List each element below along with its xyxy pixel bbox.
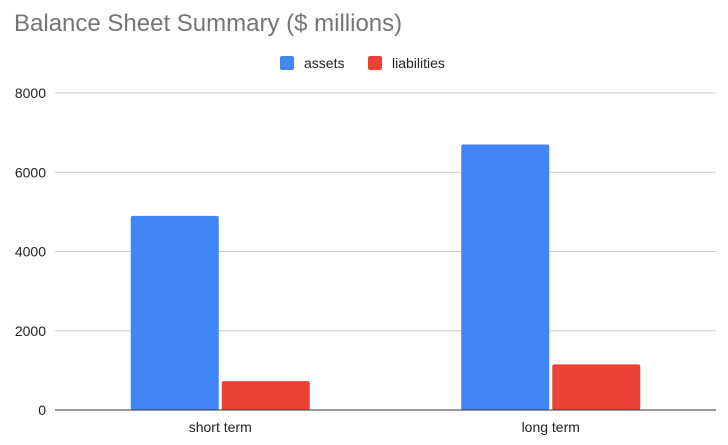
bar-liabilities-long-term	[552, 364, 641, 410]
x-category-label: short term	[189, 419, 252, 435]
y-tick-label: 2000	[15, 323, 46, 339]
chart-title: Balance Sheet Summary ($ millions)	[14, 10, 403, 37]
y-tick-label: 4000	[15, 244, 46, 260]
legend-swatch-liabilities	[368, 56, 382, 70]
legend-label-assets: assets	[304, 55, 344, 71]
legend-swatch-assets	[280, 56, 294, 70]
x-category-label: long term	[522, 419, 580, 435]
y-tick-label: 0	[38, 402, 46, 418]
y-tick-label: 8000	[15, 85, 46, 101]
bar-assets-short-term	[130, 215, 219, 410]
y-tick-label: 6000	[15, 164, 46, 180]
bar-assets-long-term	[461, 144, 550, 410]
legend-label-liabilities: liabilities	[392, 55, 445, 71]
bar-liabilities-short-term	[221, 381, 310, 410]
